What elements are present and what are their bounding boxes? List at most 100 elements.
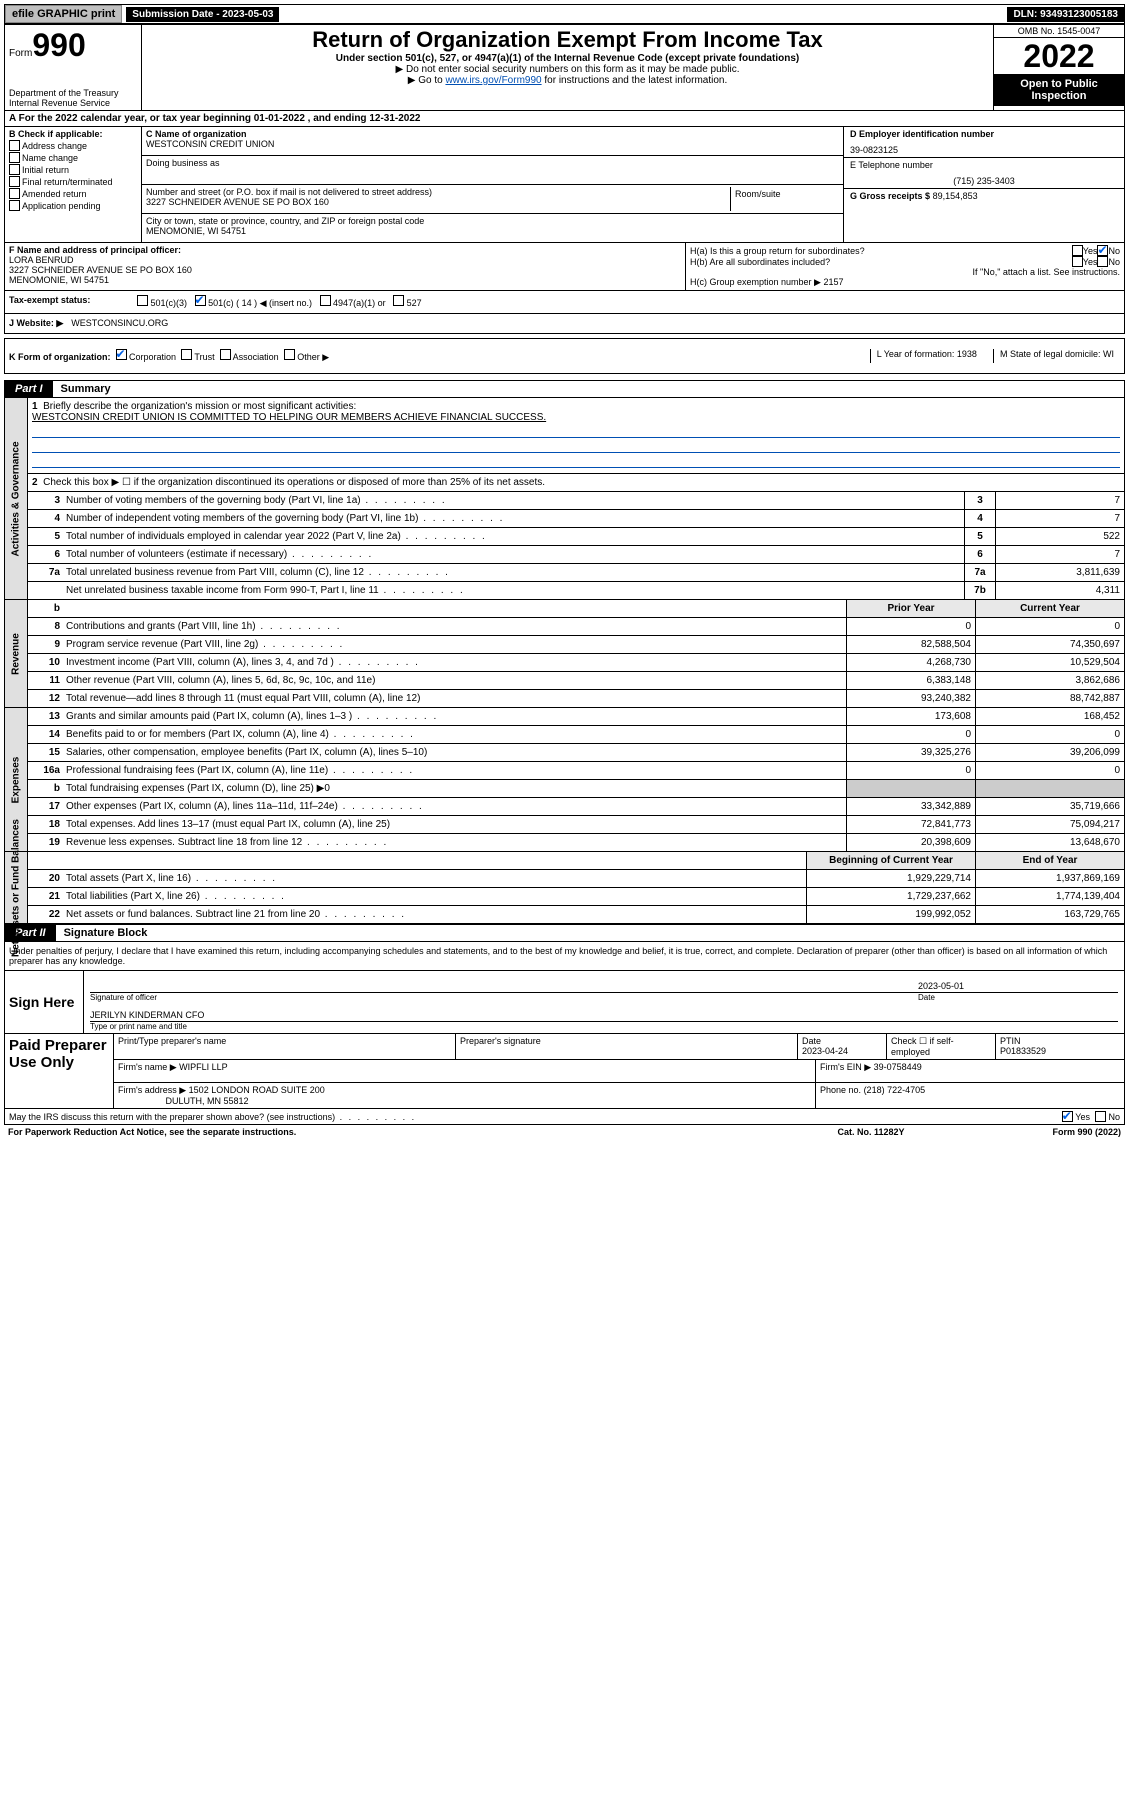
na-h1: Beginning of Current Year <box>806 852 975 869</box>
l19: Revenue less expenses. Subtract line 18 … <box>64 836 846 849</box>
topbar: efile GRAPHIC print Submission Date - 20… <box>4 4 1125 24</box>
ha-yes-lbl: Yes <box>1083 246 1098 256</box>
l8b: 0 <box>975 618 1124 635</box>
hb-note: If "No," attach a list. See instructions… <box>690 267 1120 277</box>
l21b: 1,774,139,404 <box>975 888 1124 905</box>
hb-no[interactable] <box>1097 256 1108 267</box>
chk-initial[interactable] <box>9 164 20 175</box>
footer-bottom: For Paperwork Reduction Act Notice, see … <box>4 1125 1125 1139</box>
chk-trust[interactable] <box>181 349 192 360</box>
form-title: Return of Organization Exempt From Incom… <box>148 27 987 53</box>
form-subtitle: Under section 501(c), 527, or 4947(a)(1)… <box>148 53 987 64</box>
chk-final[interactable] <box>9 176 20 187</box>
vl-na: Net Assets or Fund Balances <box>5 852 28 923</box>
part2-title: Signature Block <box>56 925 156 941</box>
firm-addr: 1502 LONDON ROAD SUITE 200 <box>189 1085 325 1095</box>
l16ab: 0 <box>975 762 1124 779</box>
l1-label: Briefly describe the organization's miss… <box>43 401 356 412</box>
l17a: 33,342,889 <box>846 798 975 815</box>
ha-no-lbl: No <box>1108 246 1120 256</box>
sign-here-label: Sign Here <box>5 971 84 1033</box>
l12b: 88,742,887 <box>975 690 1124 707</box>
firm-addr2: DULUTH, MN 55812 <box>166 1096 249 1106</box>
netassets-block: Net Assets or Fund Balances Beginning of… <box>4 852 1125 924</box>
lbl-other: Other ▶ <box>297 352 329 362</box>
header-right: OMB No. 1545-0047 2022 Open to Public In… <box>993 25 1124 110</box>
l11: Other revenue (Part VIII, column (A), li… <box>64 674 846 687</box>
lbl-trust: Trust <box>194 352 214 362</box>
chk-527[interactable] <box>393 295 404 306</box>
firm-addr-label: Firm's address ▶ <box>118 1085 186 1095</box>
expenses-block: Expenses 13Grants and similar amounts pa… <box>4 708 1125 852</box>
ha-no[interactable] <box>1097 245 1108 256</box>
l20: Total assets (Part X, line 16) <box>64 872 806 885</box>
l14a: 0 <box>846 726 975 743</box>
l14: Benefits paid to or for members (Part IX… <box>64 728 846 741</box>
web-label: J Website: ▶ <box>5 314 67 333</box>
hb-label: H(b) Are all subordinates included? <box>690 257 1072 267</box>
ptin: P01833529 <box>1000 1046 1046 1056</box>
chk-4947[interactable] <box>320 295 331 306</box>
l21a: 1,729,237,662 <box>806 888 975 905</box>
org-name-label: C Name of organization <box>146 129 839 139</box>
l13b: 168,452 <box>975 708 1124 725</box>
chk-corp[interactable] <box>116 349 127 360</box>
tax-status-row: Tax-exempt status: 501(c)(3) 501(c) ( 14… <box>4 291 1125 314</box>
lbl-name: Name change <box>22 153 78 163</box>
chk-other[interactable] <box>284 349 295 360</box>
chk-amended[interactable] <box>9 188 20 199</box>
vl-ag: Activities & Governance <box>5 398 28 599</box>
l16a: Professional fundraising fees (Part IX, … <box>64 764 846 777</box>
part1-header: Part I Summary <box>4 380 1125 398</box>
phone-label: E Telephone number <box>850 160 1118 170</box>
rev-h1: Prior Year <box>846 600 975 617</box>
l18b: 75,094,217 <box>975 816 1124 833</box>
state-domicile: M State of legal domicile: WI <box>993 349 1120 363</box>
discuss-yes-lbl: Yes <box>1075 1112 1090 1122</box>
ha-label: H(a) Is this a group return for subordin… <box>690 246 1072 256</box>
l7bv: 4,311 <box>995 582 1124 599</box>
l1-value: WESTCONSIN CREDIT UNION IS COMMITTED TO … <box>32 412 1120 423</box>
l6: Total number of volunteers (estimate if … <box>64 548 964 561</box>
omb-number: OMB No. 1545-0047 <box>994 25 1124 38</box>
paid-preparer-block: Paid Preparer Use Only Print/Type prepar… <box>4 1034 1125 1109</box>
header: Form990 Department of the Treasury Inter… <box>4 24 1125 111</box>
discuss-yes[interactable] <box>1062 1111 1073 1122</box>
city-label: City or town, state or province, country… <box>146 216 839 226</box>
date-label: Date <box>918 993 1118 1002</box>
chk-assoc[interactable] <box>220 349 231 360</box>
l9b: 74,350,697 <box>975 636 1124 653</box>
discuss-no[interactable] <box>1095 1111 1106 1122</box>
cat-no: Cat. No. 11282Y <box>771 1127 971 1137</box>
irs-label: Internal Revenue Service <box>9 98 137 108</box>
room-label: Room/suite <box>731 187 839 211</box>
chk-501c3[interactable] <box>137 295 148 306</box>
vl-rev: Revenue <box>5 600 28 707</box>
rev-h2: Current Year <box>975 600 1124 617</box>
tax-year: 2022 <box>994 38 1124 74</box>
ha-yes[interactable] <box>1072 245 1083 256</box>
chk-name[interactable] <box>9 152 20 163</box>
col-b-label: B Check if applicable: <box>9 129 137 139</box>
l7b: Net unrelated business taxable income fr… <box>64 584 964 597</box>
l4v: 7 <box>995 510 1124 527</box>
website-row: J Website: ▶ WESTCONSINCU.ORG <box>4 314 1125 334</box>
prep-date: 2023-04-24 <box>802 1046 848 1056</box>
irs-link[interactable]: www.irs.gov/Form990 <box>445 75 541 86</box>
l11b: 3,862,686 <box>975 672 1124 689</box>
chk-app[interactable] <box>9 200 20 211</box>
chk-address[interactable] <box>9 140 20 151</box>
efile-button[interactable]: efile GRAPHIC print <box>5 5 122 23</box>
header-mid: Return of Organization Exempt From Incom… <box>142 25 993 110</box>
l6v: 7 <box>995 546 1124 563</box>
footer-discuss: May the IRS discuss this return with the… <box>4 1109 1125 1125</box>
l10b: 10,529,504 <box>975 654 1124 671</box>
l4: Number of independent voting members of … <box>64 512 964 525</box>
name-label: Type or print name and title <box>90 1022 1118 1031</box>
paid-label: Paid Preparer Use Only <box>5 1034 114 1108</box>
chk-501c14[interactable] <box>195 295 206 306</box>
l20b: 1,937,869,169 <box>975 870 1124 887</box>
lbl-amended: Amended return <box>22 189 87 199</box>
hb-yes[interactable] <box>1072 256 1083 267</box>
sign-here-block: Sign Here 2023-05-01 Signature of office… <box>4 971 1125 1034</box>
